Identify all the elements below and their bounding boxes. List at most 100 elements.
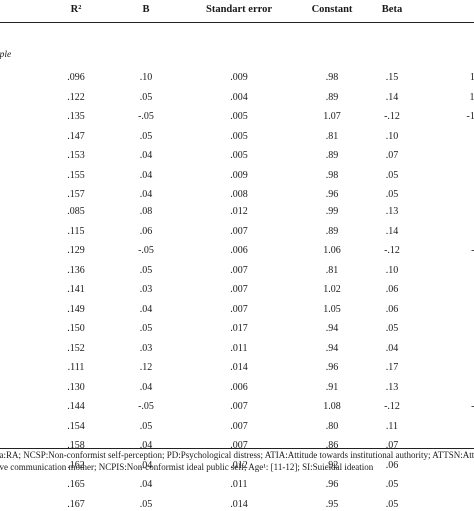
cell-r2: .085 xyxy=(67,206,85,217)
cell-b: .04 xyxy=(139,150,153,161)
cell-c: .89 xyxy=(325,226,339,237)
cell-se: .007 xyxy=(230,401,248,412)
cell-r2: .162 xyxy=(67,460,85,471)
cell-t: 12.93 xyxy=(469,92,474,103)
footnote-line-2: ssive communication mother; NCPIS:Non-co… xyxy=(0,462,374,472)
cell-c: .80 xyxy=(325,421,339,432)
cell-b: .03 xyxy=(139,284,153,295)
cell-se: .014 xyxy=(230,362,248,373)
cell-b: .04 xyxy=(139,304,153,315)
cell-r2: .096 xyxy=(67,72,85,83)
cell-b: .12 xyxy=(139,362,153,373)
cell-b: -.05 xyxy=(138,111,154,122)
cell-b: .05 xyxy=(139,265,153,276)
cell-r2: .153 xyxy=(67,150,85,161)
cell-beta: .10 xyxy=(385,131,399,142)
cell-c: .81 xyxy=(325,131,339,142)
header-standard-error: Standart error xyxy=(206,4,272,15)
cell-t: 6.33 xyxy=(432,421,474,433)
cell-t: 2.48 xyxy=(432,343,474,355)
cell-beta: .06 xyxy=(385,460,399,471)
cell-c: .89 xyxy=(325,150,339,161)
cell-r2: .158 xyxy=(67,440,85,451)
cell-beta: -.12 xyxy=(384,111,400,122)
cell-c: 1.08 xyxy=(323,401,341,412)
cell-beta: .07 xyxy=(385,150,399,161)
cell-t: -7.14 xyxy=(432,401,474,413)
footnote-line-1: eria:RA; NCSP:Non-conformist self-percep… xyxy=(0,450,474,460)
cell-t: 7.05 xyxy=(432,206,474,218)
cell-r2: .165 xyxy=(67,479,85,490)
cell-c: 1.07 xyxy=(323,111,341,122)
cell-b: .04 xyxy=(139,440,153,451)
cell-se: .009 xyxy=(230,170,248,181)
cell-r2: .147 xyxy=(67,131,85,142)
cell-beta: .15 xyxy=(385,72,399,83)
cell-se: .007 xyxy=(230,284,248,295)
cell-t: 4.06 xyxy=(432,304,474,316)
cell-b: .04 xyxy=(139,189,153,200)
cell-beta: .05 xyxy=(385,479,399,490)
cell-b: .10 xyxy=(139,72,153,83)
cell-beta: .14 xyxy=(385,92,399,103)
cell-se: .006 xyxy=(230,245,248,256)
cell-r2: .144 xyxy=(67,401,85,412)
cell-se: .007 xyxy=(230,226,248,237)
cell-se: .007 xyxy=(230,440,248,451)
cell-beta: .10 xyxy=(385,265,399,276)
cell-c: .98 xyxy=(325,72,339,83)
cell-b: .05 xyxy=(139,92,153,103)
cell-t: 4.64 xyxy=(432,189,474,201)
cell-b: .05 xyxy=(139,323,153,334)
cell-c: 1.06 xyxy=(323,245,341,256)
cell-t: 6.79 xyxy=(432,382,474,394)
cell-se: .012 xyxy=(230,206,248,217)
cell-se: .006 xyxy=(230,382,248,393)
cell-se: .004 xyxy=(230,92,248,103)
cell-r2: .157 xyxy=(67,189,85,200)
cell-c: .91 xyxy=(325,382,339,393)
cell-beta: .14 xyxy=(385,226,399,237)
cell-b: .04 xyxy=(139,382,153,393)
cell-beta: .04 xyxy=(385,343,399,354)
bottom-rule xyxy=(0,448,474,449)
cell-se: .007 xyxy=(230,265,248,276)
header-rule xyxy=(0,22,474,23)
cell-c: .96 xyxy=(325,479,339,490)
cell-beta: .13 xyxy=(385,206,399,217)
cell-t: 3.52 xyxy=(432,479,474,491)
cell-c: 1.05 xyxy=(323,304,341,315)
header-b: B xyxy=(142,4,150,15)
cell-c: .92 xyxy=(325,460,339,471)
cell-c: .81 xyxy=(325,265,339,276)
cell-se: .007 xyxy=(230,304,248,315)
cell-beta: .13 xyxy=(385,382,399,393)
cell-b: -.05 xyxy=(138,245,154,256)
cell-b: .05 xyxy=(139,131,153,142)
cell-b: .04 xyxy=(139,460,153,471)
cell-c: .96 xyxy=(325,189,339,200)
cell-c: .96 xyxy=(325,362,339,373)
cell-se: .009 xyxy=(230,72,248,83)
cell-b: .08 xyxy=(139,206,153,217)
cell-beta: .07 xyxy=(385,440,399,451)
cell-beta: .05 xyxy=(385,323,399,334)
cell-c: .98 xyxy=(325,170,339,181)
cell-t: 9.14 xyxy=(432,131,474,143)
cell-r2: .115 xyxy=(67,226,85,237)
cell-b: -.05 xyxy=(138,401,154,412)
cell-beta: -.12 xyxy=(384,245,400,256)
cell-t: 8.71 xyxy=(432,362,474,374)
cell-t: 4.61 xyxy=(432,284,474,296)
cell-beta: .05 xyxy=(385,170,399,181)
cell-t: 6.25 xyxy=(432,265,474,277)
cell-c: 1.02 xyxy=(323,284,341,295)
cell-c: .94 xyxy=(325,343,339,354)
cell-t: 3.18 xyxy=(432,323,474,335)
cell-se: .017 xyxy=(230,323,248,334)
cell-c: .94 xyxy=(325,323,339,334)
cell-b: .03 xyxy=(139,343,153,354)
cell-b: .04 xyxy=(139,170,153,181)
cell-t: 3.42 xyxy=(432,499,474,511)
cell-se: .005 xyxy=(230,131,248,142)
